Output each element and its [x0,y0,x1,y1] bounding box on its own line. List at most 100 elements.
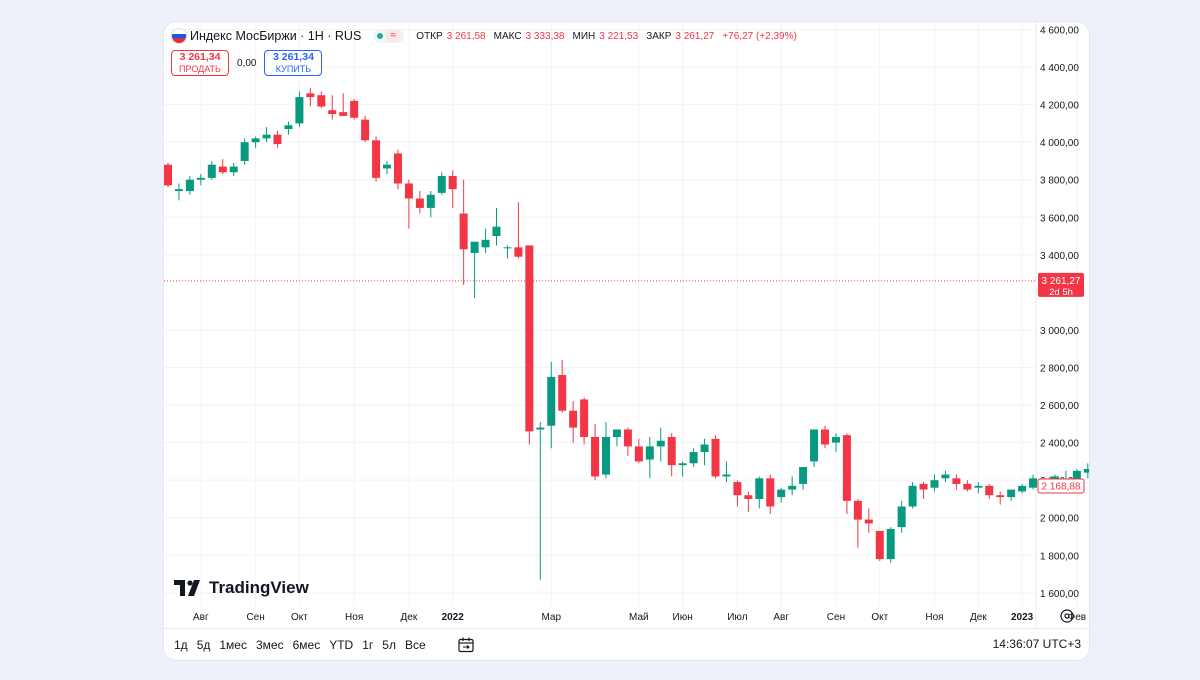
candle-body[interactable] [492,226,501,237]
candle-body[interactable] [514,247,523,257]
candle-body[interactable] [985,485,994,496]
candle-body[interactable] [722,474,731,477]
candle-body[interactable] [634,446,643,462]
candle-body[interactable] [404,183,413,199]
candle-body[interactable] [317,95,326,107]
candle-body[interactable] [908,485,917,507]
candle-body[interactable] [426,194,435,208]
candle-body[interactable] [645,446,654,460]
candle-body[interactable] [842,435,851,501]
range-1y[interactable]: 1г [362,637,374,652]
market-status-icon[interactable]: ≈ [373,29,405,43]
candle-body[interactable] [339,112,348,116]
current-price-tag[interactable] [1038,272,1084,297]
candle-body[interactable] [251,138,260,143]
candle-body[interactable] [481,239,490,248]
candle-body[interactable] [864,519,873,524]
candle-body[interactable] [755,478,764,499]
candle-body[interactable] [448,175,457,190]
candle-body[interactable] [536,427,545,430]
candle-body[interactable] [569,410,578,428]
chart-canvas[interactable]: 4 600,00 4 400,00 4 200,00 4 000,00 3 800,00… [164,22,1089,660]
candle-body[interactable] [700,444,709,453]
candle-body[interactable] [459,213,468,250]
clock-timezone[interactable]: 14:36:07 UTC+3 [992,637,1081,651]
range-1m[interactable]: 1мес [219,637,247,652]
candle-body[interactable] [1007,489,1016,498]
candle-body[interactable] [372,140,381,178]
candle-body[interactable] [886,529,895,560]
candle-body[interactable] [612,429,621,437]
candle-body[interactable] [1083,468,1089,473]
candle-body[interactable] [656,440,665,447]
range-5y[interactable]: 5л [382,637,396,652]
candle-body[interactable] [799,467,808,484]
candle-body[interactable] [974,485,983,488]
candle-body[interactable] [711,438,720,477]
candle-body[interactable] [306,93,315,98]
gear-icon[interactable] [1059,608,1075,624]
candle-body[interactable] [919,483,928,490]
candle-body[interactable] [821,429,829,445]
sell-button[interactable]: 3 261,34 ПРОДАТЬ [171,50,229,76]
candle-body[interactable] [470,241,479,253]
candle-body[interactable] [164,164,172,186]
last-price-tag[interactable] [1037,478,1085,494]
candle-body[interactable] [875,530,884,560]
candle-body[interactable] [591,436,600,477]
candle-body[interactable] [361,119,370,141]
buy-button[interactable]: 3 261,34 КУПИТЬ [264,50,323,76]
range-ytd[interactable]: YTD [329,637,354,652]
candle-body[interactable] [174,189,183,192]
range-5d[interactable]: 5д [196,637,211,652]
candle-body[interactable] [733,482,742,496]
candle-body[interactable] [744,495,753,499]
tradingview-logo[interactable]: TradingView [174,578,309,598]
candle-body[interactable] [667,436,676,466]
candle-body[interactable] [766,478,775,507]
range-3m[interactable]: 3мес [255,637,284,652]
candle-body[interactable] [284,125,293,130]
candle-body[interactable] [788,485,797,490]
range-all[interactable]: Все [404,637,426,652]
candle-body[interactable] [963,483,972,490]
candle-body[interactable] [328,110,337,115]
candle-body[interactable] [207,164,216,178]
symbol-title[interactable]: Индекс МосБиржи · 1H · RUS [190,29,362,43]
candle-body[interactable] [350,100,359,118]
candle-body[interactable] [229,166,238,173]
candle-body[interactable] [185,179,194,192]
candle-body[interactable] [558,375,567,411]
range-1d[interactable]: 1д [174,637,188,652]
candle-body[interactable] [525,245,534,432]
candle-body[interactable] [503,247,512,249]
candle-body[interactable] [1029,478,1038,488]
candle-body[interactable] [383,164,391,169]
candle-body[interactable] [689,452,698,464]
candle-body[interactable] [262,134,271,139]
candle-body[interactable] [623,429,632,447]
candle-body[interactable] [602,436,610,475]
candle-body[interactable] [196,177,205,180]
candle-body[interactable] [853,500,862,520]
calendar-icon[interactable] [457,636,475,654]
candle-body[interactable] [1072,470,1081,484]
candle-body[interactable] [437,175,446,193]
candle-body[interactable] [777,489,786,498]
candle-body[interactable] [996,495,1005,498]
candle-body[interactable] [897,506,906,528]
candle-body[interactable] [273,134,282,145]
candle-body[interactable] [240,142,249,161]
candle-body[interactable] [393,153,402,184]
range-6m[interactable]: 6мес [292,637,321,652]
candle-body[interactable] [580,399,589,437]
candle-body[interactable] [831,436,840,443]
candle-body[interactable] [952,478,961,484]
candle-body[interactable] [415,198,424,208]
candle-body[interactable] [941,474,950,479]
candle-body[interactable] [218,166,227,173]
candle-body[interactable] [1018,485,1027,492]
candle-body[interactable] [295,97,304,124]
candle-body[interactable] [547,376,556,426]
candle-body[interactable] [678,463,687,466]
